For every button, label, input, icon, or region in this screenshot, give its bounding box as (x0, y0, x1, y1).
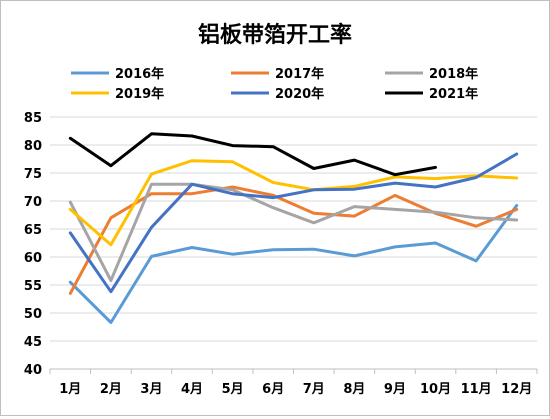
x-tick-label: 12月 (501, 382, 532, 397)
legend-label: 2021年 (429, 86, 478, 102)
x-axis: 1月 2月 3月 4月 5月 6月 7月 8月 9月 10月 11月 12月 (49, 368, 538, 397)
y-tick-label: 85 (24, 111, 42, 126)
y-tick-label: 65 (24, 223, 42, 238)
y-tick-label: 45 (24, 335, 42, 350)
y-tick-label: 55 (24, 279, 42, 294)
x-tick-label: 9月 (384, 382, 406, 397)
series-line-6 (68, 132, 437, 177)
y-axis: 40 45 50 55 60 65 70 75 80 85 (24, 111, 42, 378)
y-tick-label: 80 (24, 139, 42, 154)
x-tick-label: 1月 (59, 382, 81, 397)
series-line-4 (68, 159, 519, 247)
x-tick-label: 4月 (181, 382, 203, 397)
y-tick-label: 60 (24, 251, 42, 266)
x-tick-label: 7月 (303, 382, 325, 397)
y-tick-label: 40 (24, 363, 42, 378)
x-tick-label: 8月 (343, 382, 365, 397)
legend-label: 2018年 (429, 66, 478, 82)
x-tick-label: 11月 (461, 382, 492, 397)
series-line-3 (68, 182, 519, 282)
x-tick-label: 6月 (262, 382, 284, 397)
y-tick-label: 70 (24, 195, 42, 210)
x-tick-label: 5月 (222, 382, 244, 397)
series-line-5 (68, 152, 519, 294)
chart-title: 铝板带箔开工率 (198, 22, 352, 48)
legend-label: 2019年 (115, 86, 164, 102)
x-tick-label: 2月 (100, 382, 122, 397)
legend: 2016年 2017年 2018年 2019年 2020年 2021年 (71, 66, 478, 102)
x-tick-label: 3月 (140, 382, 162, 397)
series-line-1 (68, 204, 519, 324)
series-lines (68, 132, 519, 324)
legend-label: 2017年 (275, 66, 324, 82)
legend-label: 2016年 (115, 66, 164, 82)
y-tick-label: 75 (24, 167, 42, 182)
y-tick-label: 50 (24, 307, 42, 322)
x-tick-label: 10月 (420, 382, 451, 397)
legend-label: 2020年 (275, 86, 324, 102)
